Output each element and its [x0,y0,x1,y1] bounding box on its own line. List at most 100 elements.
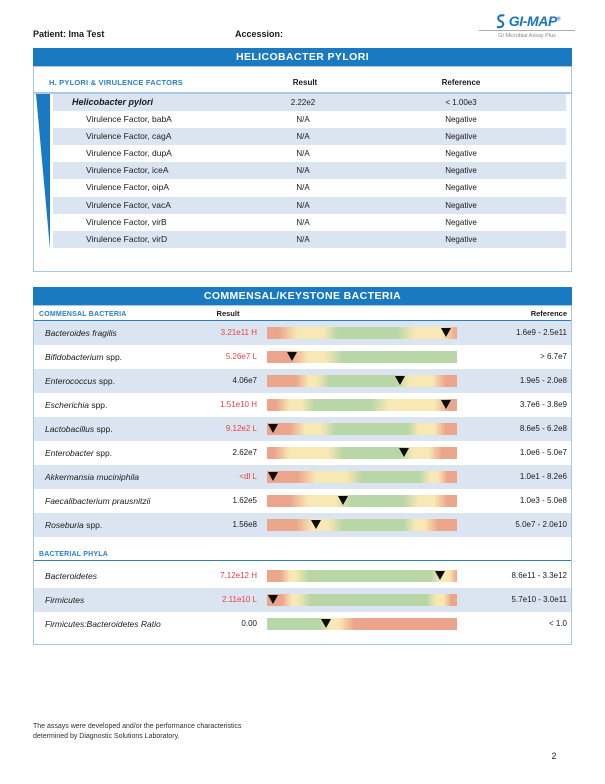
result-value: N/A [296,183,310,193]
result-value: 2.22e2 [290,97,316,107]
reference-range-bar [267,470,457,483]
hp-table-row: Virulence Factor, virB N/A Negative [53,214,566,231]
patient-label: Patient: Ima Test [33,29,105,39]
reference-range: > 6.7e7 [540,351,567,361]
hp-table-row: Virulence Factor, cagA N/A Negative [53,127,566,146]
page-number: 2 [551,751,557,761]
result-value: N/A [296,235,310,244]
reference-range: 1.0e6 - 5.0e7 [519,447,567,457]
organism-name: Bifidobacterium spp. [45,351,123,362]
organism-name: Bacteroidetes [45,570,97,581]
disclaimer-line: The assays were developed and/or the per… [33,723,242,730]
result-value: N/A [296,217,310,227]
result-value: 5.26e7 L [225,351,257,361]
organism-row: Akkermansia muciniphila <dl L 1.0e1 - 8.2e… [34,464,571,489]
organism-row: Lactobacillus spp. 9.12e2 L 8.6e5 - 6.2e8 [34,416,571,441]
reference-range-bar [267,422,457,435]
organism-name: Firmicutes [45,594,85,605]
hp-section-banner: HELICOBACTER PYLORI [33,48,572,66]
organism-name: Enterococcus spp. [45,375,115,386]
analyte-name: Virulence Factor, dupA [86,148,172,159]
hp-table-row: Helicobacter pylori 2.22e2 < 1.00e3 [53,93,566,111]
reference-range: 5.0e7 - 2.0e10 [515,519,567,529]
brand-text: GI-MAP® [508,13,561,29]
reference-range: 1.9e5 - 2.0e8 [519,375,567,385]
organism-row: Bacteroidetes 7.12e12 H 8.6e11 - 3.3e12 [34,564,571,588]
organism-name: Faecalibacterium prausnitzii [45,495,151,506]
result-column-header: Result [292,77,318,87]
organism-row: Roseburia spp. 1.56e8 5.0e7 - 2.0e10 [34,512,571,537]
reference-range: 3.7e6 - 3.8e9 [519,399,567,409]
result-value: 7.12e12 H [220,570,257,580]
commensal-section-banner: COMMENSAL/KEYSTONE BACTERIA [33,287,572,305]
organism-suffix: spp. [96,447,113,458]
phyla-header-row: BACTERIAL PHYLA [34,547,571,561]
commensal-group-label: COMMENSAL BACTERIA [39,310,127,318]
hp-rows-container: Helicobacter pylori 2.22e2 < 1.00e3 Virulen… [53,93,566,249]
organism-name: Bacteroides fragilis [45,327,117,338]
organism-name: Akkermansia muciniphila [45,471,140,482]
organism-row: Faecalibacterium prausnitzii 1.62e5 1.0e3 … [34,489,571,513]
result-marker-icon [267,472,278,481]
result-value: 3.21e11 H [220,327,257,337]
organism-row: Bifidobacterium spp. 5.26e7 L > 6.7e7 [34,345,571,369]
result-value: N/A [296,114,310,124]
result-value: 2.62e7 [232,447,257,457]
hp-table-row: Virulence Factor, babA N/A Negative [53,111,566,128]
result-value: 9.12e2 L [225,423,257,433]
result-value: 0.00 [241,618,257,628]
organism-suffix: spp. [86,519,103,530]
organism-row: Bacteroides fragilis 3.21e11 H 1.6e9 - 2.5… [34,320,571,345]
disclaimer-text: The assays were developed and/or the per… [33,722,242,741]
blue-wedge-decoration [36,93,50,249]
analyte-name: Virulence Factor, babA [86,113,172,124]
organism-suffix: spp. [96,423,113,434]
logo-tagline: GI Microbial Assay Plus [498,33,556,39]
organism-suffix: spp. [91,399,108,410]
organism-row: Enterococcus spp. 4.06e7 1.9e5 - 2.0e8 [34,368,571,393]
reference-column-header: Reference [441,77,481,87]
hp-table: H. PYLORI & VIRULENCE FACTORS Result Ref… [33,66,572,272]
commensal-column-header-row: COMMENSAL BACTERIA Result Reference [34,306,571,321]
result-value: 2.11e10 L [222,594,257,604]
reference-range: 1.6e9 - 2.5e11 [515,327,567,337]
reference-range: < 1.0 [548,618,567,628]
organism-row: Escherichia spp. 1.51e10 H 3.7e6 - 3.8e9 [34,393,571,417]
result-marker-icon [311,520,322,529]
reference-range: 1.0e1 - 8.2e6 [519,471,567,481]
hp-table-row: Virulence Factor, oipA N/A Negative [53,179,566,196]
result-marker-icon [440,400,451,409]
reference-value: Negative [445,235,477,244]
organism-row: Firmicutes 2.11e10 L 5.7e10 - 3.0e11 [34,587,571,612]
result-marker-icon [398,448,409,457]
result-marker-icon [267,424,278,433]
commensal-table: COMMENSAL BACTERIA Result Reference Bact… [33,305,572,645]
result-column-header: Result [216,308,240,318]
logo-divider [479,30,575,31]
organism-name: Lactobacillus spp. [45,423,113,434]
result-marker-icon [267,595,278,604]
result-value: N/A [296,149,310,159]
commensal-rows-container: Bacteroides fragilis 3.21e11 H 1.6e9 - 2.5… [34,320,571,537]
reference-value: Negative [445,217,477,227]
reference-range-bar [267,374,457,387]
reference-value: < 1.00e3 [445,97,477,107]
dna-helix-icon [496,13,505,28]
result-value: 1.62e5 [232,495,257,505]
organism-row: Enterobacter spp. 2.62e7 1.0e6 - 5.0e7 [34,441,571,465]
reference-range-bar [267,446,457,459]
hp-column-header-row: H. PYLORI & VIRULENCE FACTORS Result Ref… [34,67,571,94]
phyla-group-label: BACTERIAL PHYLA [39,550,108,558]
organism-name: Enterobacter spp. [45,447,113,458]
analyte-name: Virulence Factor, vacA [86,199,171,210]
reference-value: Negative [445,183,477,193]
gimap-logo: GI-MAP® GI Microbial Assay Plus [477,13,577,39]
reference-range-bar [267,518,457,531]
reference-range: 1.0e3 - 5.0e8 [519,495,567,505]
result-value: 1.51e10 H [220,399,257,409]
disclaimer-line: determined by Diagnostic Solutions Labor… [33,732,180,740]
result-value: N/A [296,166,310,176]
hp-table-row: Virulence Factor, virD N/A Negative [53,231,566,249]
reference-range-bar [267,569,457,582]
